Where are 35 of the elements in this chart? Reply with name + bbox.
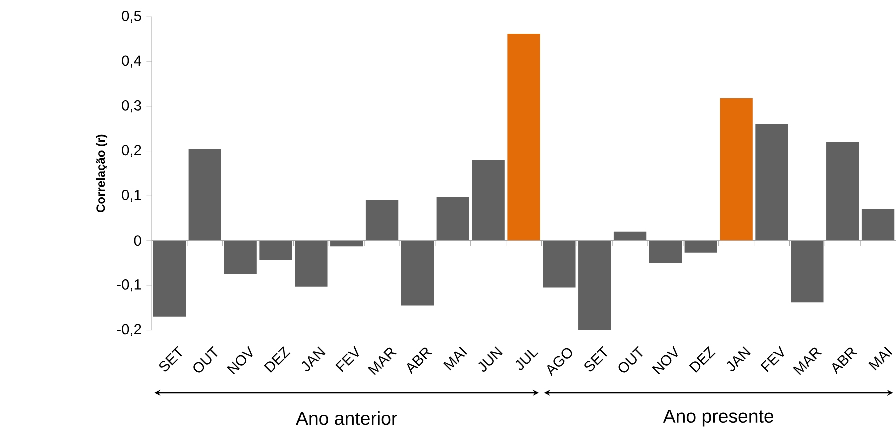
- bar: [756, 124, 788, 241]
- y-tick-label: 0,1: [122, 190, 142, 202]
- y-tick-label: -0,2: [117, 324, 142, 336]
- bar: [472, 160, 505, 241]
- bar: [614, 232, 647, 241]
- bar: [791, 240, 824, 303]
- y-tick-label: 0,2: [122, 145, 142, 158]
- bar: [224, 240, 257, 274]
- bar: [436, 196, 470, 241]
- bar: [330, 240, 364, 247]
- y-tick-label: 0: [134, 236, 142, 246]
- bar: [720, 98, 753, 241]
- bar: [684, 240, 718, 253]
- y-axis-title: Correlação (r): [96, 134, 108, 213]
- bar: [260, 240, 292, 260]
- bar: [188, 149, 222, 241]
- y-tick-label: 0,4: [122, 56, 142, 68]
- text: Ano anterior: [296, 411, 398, 426]
- bar: [366, 200, 399, 241]
- bar: [295, 240, 328, 287]
- x-tick-label: JUL: [516, 350, 539, 370]
- bar: [826, 142, 860, 241]
- text: Ano presente: [663, 410, 774, 427]
- bar: [543, 240, 576, 288]
- bar: [401, 240, 434, 306]
- y-tick-label: -0,1: [117, 280, 142, 292]
- x-tick-label: MAI: [444, 346, 468, 371]
- bar: [578, 240, 612, 330]
- bar: [153, 240, 186, 317]
- y-tick-label: 0,3: [122, 100, 142, 113]
- y-tick-label: 0,5: [122, 10, 142, 24]
- bar: [508, 34, 540, 241]
- x-tick-label: MAI: [868, 346, 892, 371]
- bar: [862, 209, 895, 241]
- bar: [649, 240, 682, 264]
